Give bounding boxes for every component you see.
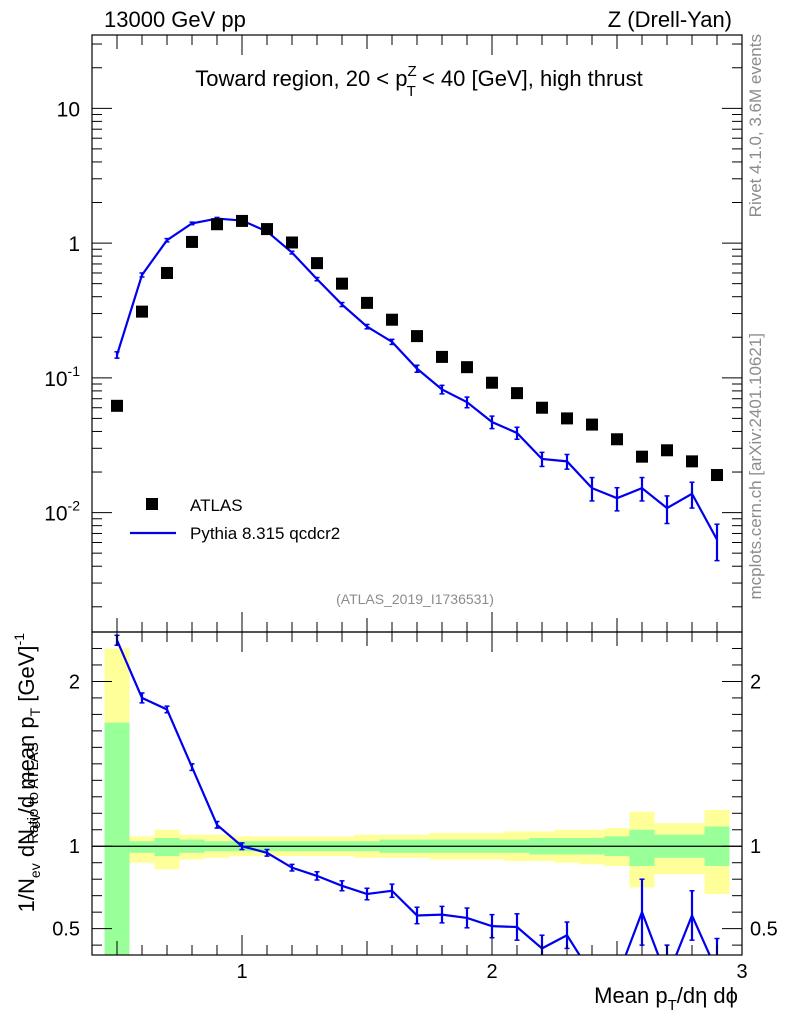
legend-atlas-label: ATLAS bbox=[190, 496, 243, 515]
atlas-point bbox=[661, 444, 673, 457]
y-tick-label: 10-2 bbox=[44, 498, 80, 526]
atlas-point bbox=[286, 236, 298, 249]
main-y-tick-labels: 10 1 10-1 10-2 bbox=[44, 98, 80, 525]
ratio-band-green bbox=[104, 722, 130, 955]
header-right: Z (Drell-Yan) bbox=[608, 7, 732, 32]
x-tick-label: 3 bbox=[736, 961, 747, 983]
atlas-point bbox=[561, 412, 573, 425]
ratio-band-green bbox=[154, 837, 180, 857]
atlas-point bbox=[461, 361, 473, 374]
legend-pythia-label: Pythia 8.315 qcdcr2 bbox=[190, 524, 340, 543]
main-plot: 10 1 10-1 10-2 Toward region, 20 < pZ T < 40… bbox=[11, 34, 743, 913]
atlas-point bbox=[536, 401, 548, 414]
legend-atlas-marker bbox=[146, 498, 158, 510]
atlas-point bbox=[386, 313, 398, 326]
atlas-point bbox=[711, 469, 723, 482]
site-label: mcplots.cern.ch [arXiv:2401.10621] bbox=[746, 333, 765, 599]
atlas-point bbox=[336, 277, 348, 290]
atlas-point bbox=[636, 450, 648, 463]
atlas-point bbox=[136, 305, 148, 318]
rivet-label: Rivet 4.1.0, 3.6M events bbox=[746, 34, 765, 217]
ratio-y-tick-label-left: 2 bbox=[69, 671, 80, 693]
atlas-point bbox=[161, 266, 173, 279]
legend: ATLAS Pythia 8.315 qcdcr2 bbox=[130, 496, 340, 543]
ratio-y-tick-label-right: 0.5 bbox=[750, 919, 778, 941]
atlas-point bbox=[186, 235, 198, 248]
main-y-axis-label: 1/Nev dNev/d mean pT [GeV]-1 bbox=[11, 633, 43, 913]
ratio-y-tick-labels: 0.5 0.5 1 1 2 2 bbox=[52, 671, 778, 940]
atlas-point bbox=[686, 455, 698, 468]
main-title: Toward region, 20 < pZ T < 40 [GeV], high… bbox=[195, 63, 642, 100]
atlas-point bbox=[611, 433, 623, 446]
x-tick-label: 2 bbox=[486, 961, 497, 983]
atlas-point bbox=[511, 387, 523, 400]
ratio-line bbox=[115, 639, 711, 955]
y-tick-label: 10-1 bbox=[44, 363, 80, 391]
y-tick-label: 10 bbox=[57, 98, 80, 121]
atlas-point bbox=[236, 214, 248, 227]
y-tick-label: 1 bbox=[68, 233, 80, 256]
atlas-point bbox=[261, 223, 273, 236]
pythia-line bbox=[115, 217, 718, 541]
x-tick-label: 1 bbox=[236, 961, 247, 983]
ratio-y-tick-label-right: 2 bbox=[750, 671, 761, 693]
atlas-point bbox=[586, 418, 598, 431]
ratio-plot: 0.5 0.5 1 1 2 2 1 2 3 Ratio to ATLAS Mean pT/dη… bbox=[25, 631, 778, 1014]
analysis-id: (ATLAS_2019_I1736531) bbox=[336, 591, 494, 607]
header-left: 13000 GeV pp bbox=[104, 7, 246, 32]
main-ticks bbox=[91, 35, 743, 632]
atlas-point bbox=[486, 376, 498, 389]
ratio-y-axis-label: Ratio to ATLAS bbox=[25, 742, 42, 843]
x-tick-labels: 1 2 3 bbox=[236, 961, 747, 983]
ratio-y-tick-label-left: 1 bbox=[69, 836, 80, 858]
atlas-point bbox=[311, 257, 323, 270]
atlas-point bbox=[436, 350, 448, 363]
ratio-y-tick-label-right: 1 bbox=[750, 836, 761, 858]
atlas-point bbox=[111, 399, 123, 412]
main-data-series bbox=[111, 214, 723, 482]
atlas-point bbox=[361, 296, 373, 309]
ratio-y-tick-label-left: 0.5 bbox=[52, 919, 80, 941]
ratio-band-green bbox=[629, 829, 655, 867]
x-axis-label: Mean pT/dη dϕ bbox=[594, 983, 738, 1014]
ratio-band-green bbox=[129, 841, 155, 853]
atlas-point bbox=[211, 218, 223, 231]
ratio-frame bbox=[91, 631, 743, 956]
atlas-point bbox=[411, 330, 423, 343]
